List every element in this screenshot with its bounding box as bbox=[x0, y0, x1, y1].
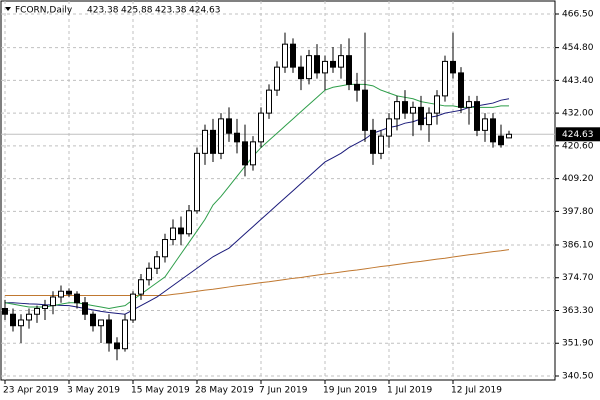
candle-body bbox=[98, 319, 104, 327]
y-tick-label: 466.50 bbox=[562, 10, 594, 20]
x-tick-label: 12 Jul 2019 bbox=[451, 386, 502, 396]
candle-body bbox=[306, 55, 312, 80]
candle-body bbox=[266, 89, 272, 114]
header-value: 423.38 bbox=[155, 6, 187, 16]
candle-body bbox=[410, 106, 416, 114]
candle-body bbox=[26, 313, 32, 321]
y-tick-label: 363.30 bbox=[562, 306, 594, 316]
candle-body bbox=[362, 89, 368, 131]
y-tick-label: 386.10 bbox=[562, 240, 594, 250]
candle-body bbox=[154, 256, 160, 269]
candle-body bbox=[138, 279, 144, 295]
plot-frame bbox=[0, 0, 556, 381]
candle-body bbox=[498, 135, 504, 146]
candle-body bbox=[250, 141, 256, 166]
header-value: 423.38 bbox=[87, 6, 119, 16]
header-value: 424.63 bbox=[189, 6, 221, 16]
collapse-icon bbox=[5, 7, 11, 11]
candle-body bbox=[74, 293, 80, 304]
candle-body bbox=[186, 210, 192, 235]
candle-body bbox=[106, 319, 112, 344]
candle-body bbox=[418, 106, 424, 126]
candle-body bbox=[394, 101, 400, 120]
candle-body bbox=[58, 290, 64, 298]
candle-body bbox=[466, 101, 472, 108]
candle-body bbox=[122, 319, 128, 350]
candle-body bbox=[194, 152, 200, 212]
candle-body bbox=[346, 55, 352, 85]
candle-body bbox=[434, 95, 440, 114]
header-value: 425.88 bbox=[121, 6, 153, 16]
candle-body bbox=[210, 129, 216, 154]
x-tick-label: 19 Jun 2019 bbox=[323, 386, 377, 396]
candle-body bbox=[490, 118, 496, 143]
candle-body bbox=[482, 118, 488, 131]
candle-body bbox=[178, 227, 184, 235]
candle-body bbox=[290, 43, 296, 68]
candle-body bbox=[114, 342, 120, 350]
candle-body bbox=[274, 66, 280, 91]
x-tick-label: 28 May 2019 bbox=[195, 386, 254, 396]
y-tick-label: 432.00 bbox=[562, 109, 594, 119]
y-tick-label: 374.70 bbox=[562, 273, 594, 283]
candle-body bbox=[234, 132, 240, 143]
candle-body bbox=[426, 112, 432, 126]
candle-body bbox=[162, 239, 168, 258]
price-label-bg bbox=[556, 127, 600, 142]
candle-body bbox=[18, 319, 24, 327]
candle-body bbox=[378, 135, 384, 154]
candle-body bbox=[218, 118, 224, 154]
candle-body bbox=[322, 60, 328, 74]
candle-body bbox=[242, 141, 248, 166]
y-tick-label: 340.50 bbox=[562, 372, 594, 382]
moving-average bbox=[5, 249, 510, 297]
y-tick-label: 409.20 bbox=[562, 174, 594, 184]
candle-body bbox=[82, 302, 88, 315]
x-tick-label: 1 Jul 2019 bbox=[387, 386, 432, 396]
candle-body bbox=[2, 307, 8, 315]
candle-body bbox=[170, 227, 176, 241]
y-tick-label: 397.80 bbox=[562, 207, 594, 217]
candle-body bbox=[66, 290, 72, 295]
y-tick-label: 351.90 bbox=[562, 339, 594, 349]
x-tick-label: 15 May 2019 bbox=[131, 386, 190, 396]
candle-body bbox=[258, 112, 264, 143]
candle-body bbox=[50, 296, 56, 307]
symbol: FCORN,Daily bbox=[15, 6, 73, 16]
x-tick-label: 7 Jun 2019 bbox=[259, 386, 308, 396]
candle-body bbox=[386, 118, 392, 137]
moving-average bbox=[4, 83, 509, 309]
candle-body bbox=[130, 293, 136, 321]
candle-body bbox=[474, 101, 480, 131]
candle-body bbox=[146, 267, 152, 281]
candle-body bbox=[442, 60, 448, 97]
moving-average bbox=[5, 98, 510, 315]
candle-body bbox=[354, 83, 360, 91]
x-tick-label: 3 May 2019 bbox=[67, 386, 120, 396]
candle-body bbox=[506, 133, 512, 139]
y-tick-label: 454.80 bbox=[562, 43, 594, 53]
candle-body bbox=[402, 101, 408, 114]
candle-body bbox=[202, 129, 208, 154]
candle-body bbox=[282, 43, 288, 68]
y-tick-label: 443.40 bbox=[562, 76, 594, 86]
candle-body bbox=[90, 313, 96, 327]
candle-body bbox=[42, 305, 48, 309]
y-tick-label: 420.60 bbox=[562, 141, 594, 151]
candle-body bbox=[298, 66, 304, 80]
candle-body bbox=[314, 55, 320, 74]
candle-body bbox=[330, 60, 336, 68]
candle-body bbox=[450, 60, 456, 74]
candle-body bbox=[338, 55, 344, 68]
candle-body bbox=[226, 118, 232, 134]
candle-body bbox=[370, 129, 376, 154]
candle-body bbox=[10, 313, 16, 327]
candle-body bbox=[458, 72, 464, 108]
price-label: 424.63 bbox=[562, 130, 594, 140]
candle-body bbox=[34, 307, 40, 315]
x-tick-label: 23 Apr 2019 bbox=[3, 386, 59, 396]
